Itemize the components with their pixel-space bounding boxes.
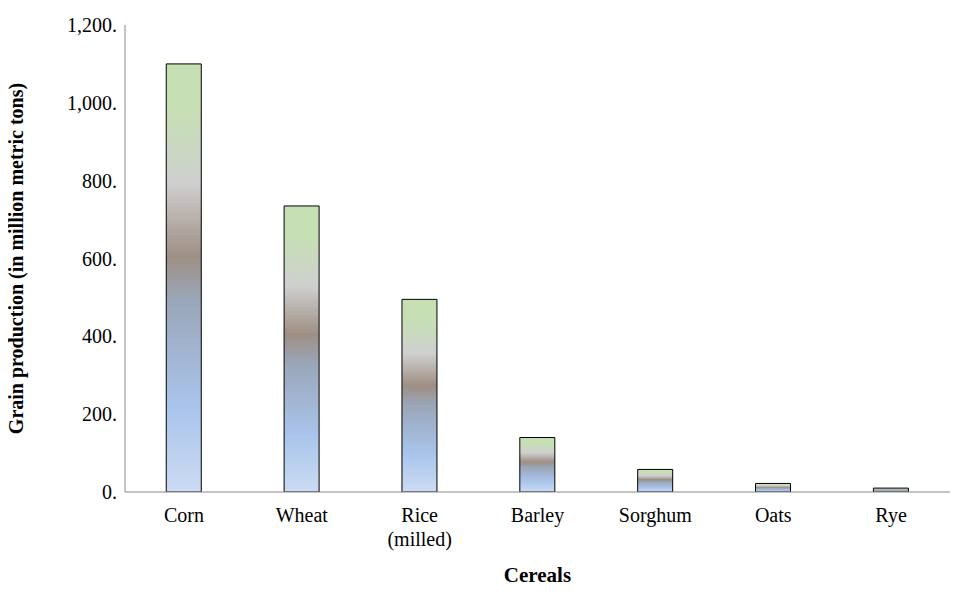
svg-text:1,000.: 1,000. — [67, 92, 117, 114]
svg-text:Corn: Corn — [164, 504, 204, 526]
svg-text:800.: 800. — [82, 170, 117, 192]
svg-text:600.: 600. — [82, 248, 117, 270]
svg-text:Cereals: Cereals — [504, 563, 571, 587]
svg-text:Wheat: Wheat — [276, 504, 329, 526]
svg-text:0.: 0. — [102, 481, 117, 503]
svg-text:1,200.: 1,200. — [67, 14, 117, 36]
svg-text:400.: 400. — [82, 325, 117, 347]
svg-text:Rye: Rye — [875, 504, 907, 527]
svg-text:Oats: Oats — [755, 504, 792, 526]
svg-text:Grain production (in million m: Grain production (in million metric tons… — [8, 83, 28, 434]
svg-text:Barley: Barley — [511, 504, 564, 527]
svg-text:Sorghum: Sorghum — [619, 504, 692, 527]
svg-text:Rice(milled): Rice(milled) — [387, 504, 451, 551]
svg-text:200.: 200. — [82, 403, 117, 425]
